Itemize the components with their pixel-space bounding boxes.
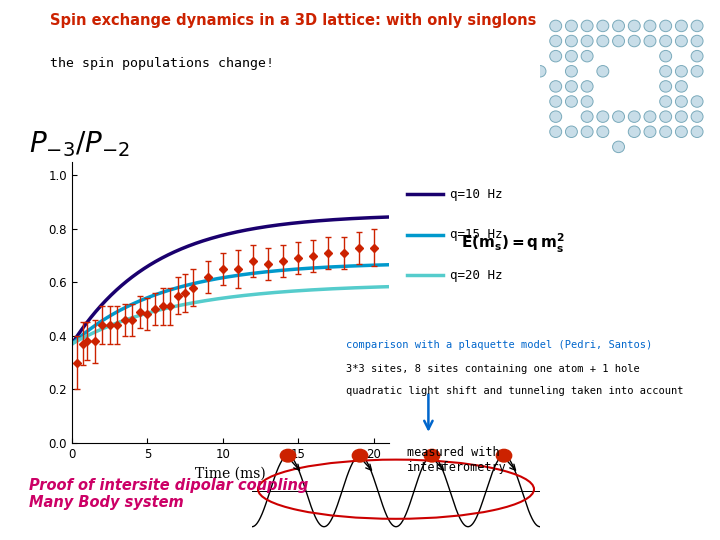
Text: q=10 Hz: q=10 Hz (450, 188, 503, 201)
Circle shape (565, 50, 577, 62)
Circle shape (660, 50, 672, 62)
Circle shape (675, 65, 688, 77)
Circle shape (565, 80, 577, 92)
Circle shape (581, 20, 593, 32)
Circle shape (675, 126, 688, 138)
Circle shape (534, 65, 546, 77)
Circle shape (660, 126, 672, 138)
X-axis label: Time (ms): Time (ms) (195, 466, 266, 480)
Circle shape (597, 20, 609, 32)
Circle shape (660, 35, 672, 47)
Circle shape (565, 35, 577, 47)
Circle shape (691, 126, 703, 138)
Circle shape (597, 126, 609, 138)
Text: $\mathbf{E(m_s) = q\,m_s^2}$: $\mathbf{E(m_s) = q\,m_s^2}$ (461, 232, 564, 254)
Circle shape (496, 449, 512, 462)
Text: q=20 Hz: q=20 Hz (450, 269, 503, 282)
Circle shape (691, 50, 703, 62)
Circle shape (660, 80, 672, 92)
Circle shape (597, 65, 609, 77)
Circle shape (691, 111, 703, 123)
Circle shape (550, 80, 562, 92)
Circle shape (613, 141, 624, 153)
Circle shape (581, 80, 593, 92)
Circle shape (597, 35, 609, 47)
Text: measured with
interferometry: measured with interferometry (407, 446, 507, 474)
Circle shape (550, 50, 562, 62)
Circle shape (675, 111, 688, 123)
Circle shape (691, 65, 703, 77)
Text: the spin populations change!: the spin populations change! (50, 57, 274, 70)
Circle shape (565, 20, 577, 32)
Circle shape (613, 111, 624, 123)
Circle shape (581, 35, 593, 47)
Text: quadratic light shift and tunneling taken into account: quadratic light shift and tunneling take… (346, 386, 683, 396)
Circle shape (550, 96, 562, 107)
Circle shape (629, 20, 640, 32)
Circle shape (550, 111, 562, 123)
Circle shape (581, 96, 593, 107)
Circle shape (660, 111, 672, 123)
Circle shape (660, 65, 672, 77)
Text: Spin exchange dynamics in a 3D lattice: with only singlons: Spin exchange dynamics in a 3D lattice: … (50, 14, 537, 29)
Circle shape (691, 35, 703, 47)
Circle shape (352, 449, 368, 462)
Text: q=15 Hz: q=15 Hz (450, 228, 503, 241)
Circle shape (565, 126, 577, 138)
Circle shape (675, 35, 688, 47)
Circle shape (280, 449, 296, 462)
Circle shape (550, 126, 562, 138)
Circle shape (581, 111, 593, 123)
Circle shape (675, 96, 688, 107)
Circle shape (550, 20, 562, 32)
Text: Proof of intersite dipolar coupling
Many Body system: Proof of intersite dipolar coupling Many… (29, 478, 308, 510)
Circle shape (613, 35, 624, 47)
Circle shape (424, 449, 440, 462)
Circle shape (629, 111, 640, 123)
Circle shape (660, 20, 672, 32)
Circle shape (629, 126, 640, 138)
Circle shape (613, 20, 624, 32)
Circle shape (581, 50, 593, 62)
Text: 3*3 sites, 8 sites containing one atom + 1 hole: 3*3 sites, 8 sites containing one atom +… (346, 364, 639, 375)
Circle shape (644, 126, 656, 138)
Circle shape (691, 20, 703, 32)
Circle shape (597, 111, 609, 123)
Circle shape (565, 65, 577, 77)
Circle shape (691, 96, 703, 107)
Circle shape (565, 96, 577, 107)
Circle shape (581, 126, 593, 138)
Circle shape (550, 35, 562, 47)
Circle shape (629, 35, 640, 47)
Circle shape (644, 35, 656, 47)
Circle shape (675, 20, 688, 32)
Circle shape (660, 96, 672, 107)
Circle shape (644, 20, 656, 32)
Circle shape (644, 111, 656, 123)
Text: $P_{-3}/P_{-2}$: $P_{-3}/P_{-2}$ (29, 130, 130, 159)
Text: comparison with a plaquette model (Pedri, Santos): comparison with a plaquette model (Pedri… (346, 340, 652, 350)
Circle shape (675, 80, 688, 92)
